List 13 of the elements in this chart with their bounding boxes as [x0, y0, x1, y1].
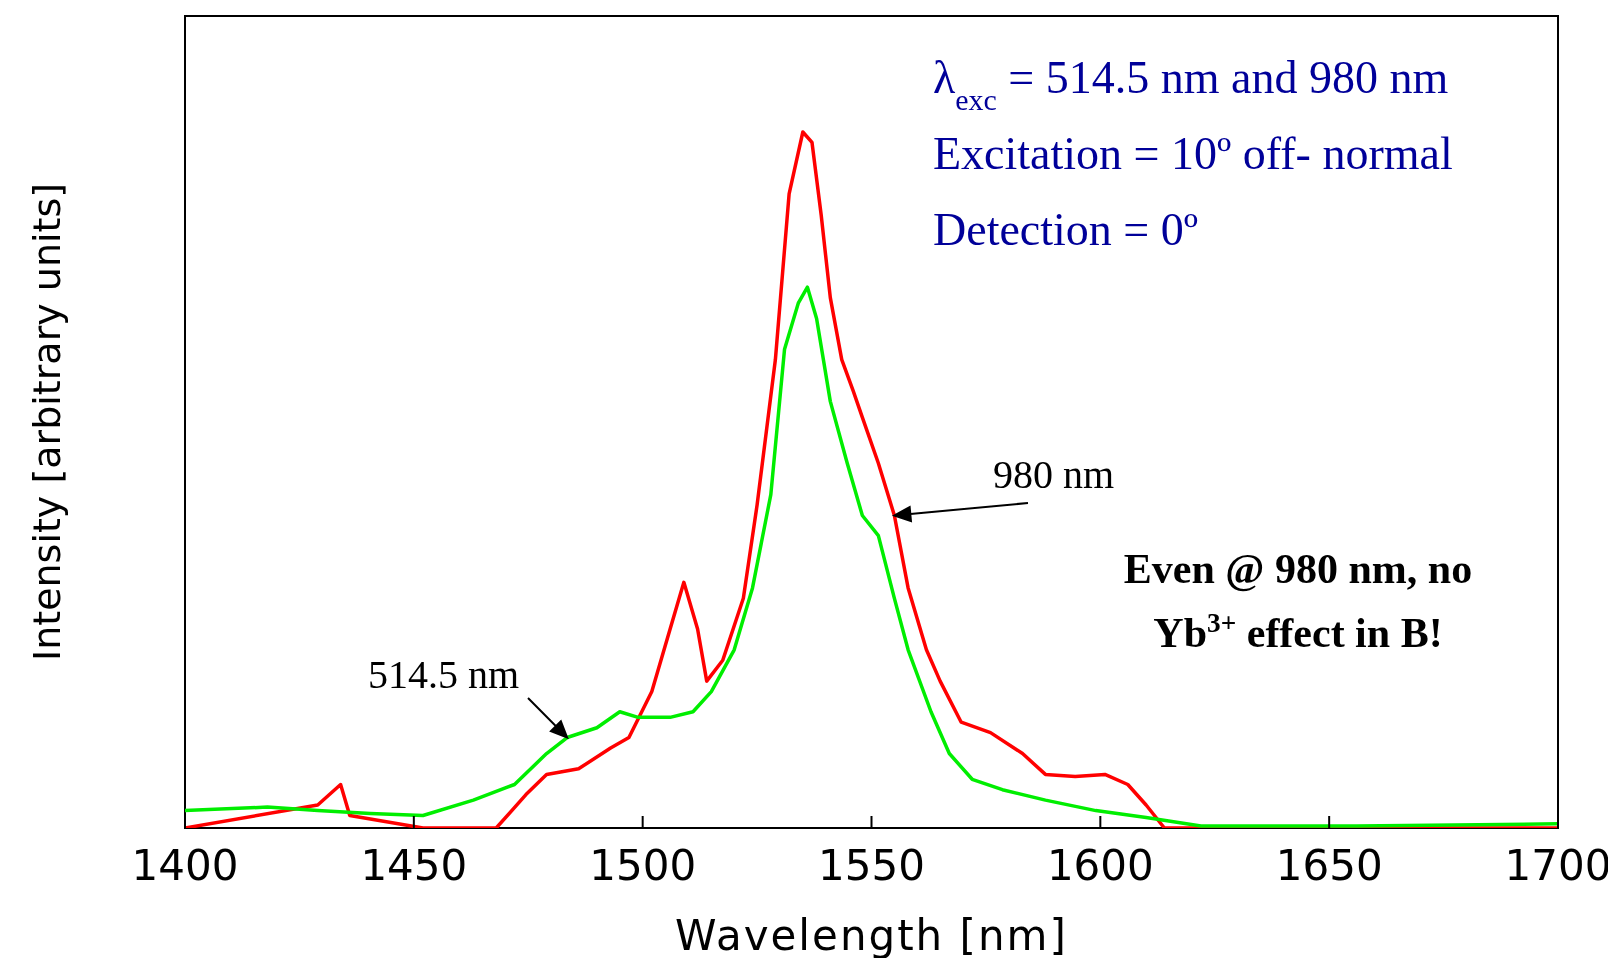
- x-tick-label: 1450: [360, 841, 468, 890]
- annotation: Excitation = 10º off- normal: [933, 128, 1453, 179]
- text: λ$_{exc}$ = 514.5 nm and 980 nm: [933, 52, 1449, 116]
- y-axis-title: Intensity [arbitrary units]: [25, 182, 69, 662]
- text: 980 nm: [993, 452, 1115, 497]
- series-label: 514.5 nm: [368, 652, 520, 697]
- x-tick-label: 1550: [818, 841, 925, 890]
- x-tick-label: 1400: [131, 841, 239, 890]
- annotation: Even @ 980 nm, no Yb$^{3+}$ effect in B!: [1123, 546, 1473, 656]
- x-tick-label: 1650: [1275, 841, 1383, 890]
- annotation: Detection = 0º: [933, 204, 1199, 255]
- x-tick-label: 1500: [589, 841, 697, 890]
- x-tick-label: 1600: [1046, 841, 1154, 890]
